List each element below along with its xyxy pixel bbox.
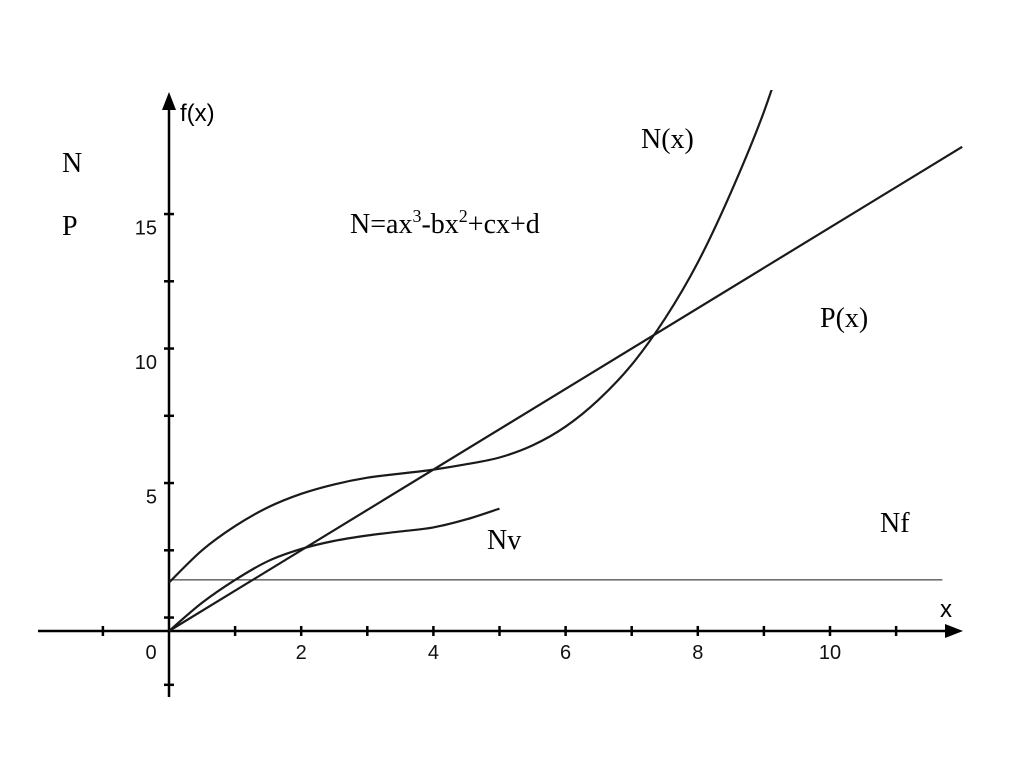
x-axis-arrowhead: [945, 624, 963, 638]
series-label-nf: Nf: [880, 508, 910, 539]
formula-tail: +cx+d: [468, 209, 540, 240]
formula-exp2: 2: [459, 206, 468, 226]
series-label-p: P(x): [820, 303, 868, 334]
series-nv-curve: [168, 507, 500, 632]
x-tick-label: 2: [296, 642, 307, 664]
x-tick-label: 10: [819, 642, 841, 664]
side-label-n: N: [62, 148, 82, 179]
series-n-curve: [168, 90, 773, 584]
x-tick-label: 0: [145, 642, 156, 664]
side-label-p: P: [62, 211, 78, 242]
y-axis-arrowhead: [162, 92, 176, 110]
x-axis-title: x: [940, 596, 952, 623]
formula-mid: -bx: [421, 209, 458, 240]
series-p-line: [168, 145, 963, 632]
formula-exp1: 3: [412, 206, 421, 226]
y-tick-label: 15: [135, 218, 157, 240]
y-tick-label: 5: [146, 487, 157, 509]
y-axis-title: f(x): [180, 100, 215, 127]
x-tick-label: 4: [428, 642, 439, 664]
x-ticks: 0 2 4 6 8 10: [101, 626, 898, 664]
series-label-n: N(x): [641, 124, 694, 155]
x-tick-label: 6: [560, 642, 571, 664]
y-tick-label: 10: [135, 352, 157, 374]
y-ticks: 5 10 15: [135, 212, 174, 687]
x-tick-label: 8: [692, 642, 703, 664]
formula-base: N=ax: [350, 209, 412, 240]
series-label-nv: Nv: [487, 525, 521, 556]
formula-label: N=ax3-bx2+cx+d: [350, 206, 540, 240]
